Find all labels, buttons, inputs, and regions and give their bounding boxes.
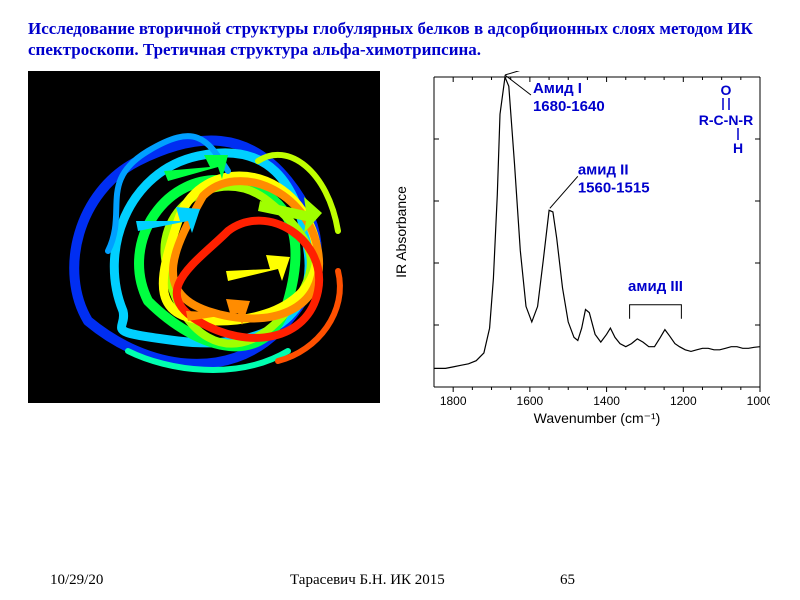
svg-text:1800: 1800 <box>440 394 467 408</box>
footer-date: 10/29/20 <box>50 572 103 589</box>
protein-structure-panel <box>28 71 380 403</box>
svg-text:1600: 1600 <box>517 394 544 408</box>
svg-text:O: O <box>721 82 732 98</box>
slide-title: Исследование вторичной структуры глобуля… <box>28 18 772 61</box>
svg-text:H: H <box>733 140 743 156</box>
footer-author: Тарасевич Б.Н. ИК 2015 <box>290 572 445 589</box>
ir-spectrum-panel: 1800 1600 1400 1200 1000 Wavenumber (cm⁻¹) IR … <box>390 71 772 431</box>
ir-spectrum-svg: 1800 1600 1400 1200 1000 Wavenumber (cm⁻¹) IR … <box>390 71 770 431</box>
svg-text:амид III: амид III <box>628 277 683 294</box>
protein-ribbon-svg <box>28 71 380 403</box>
svg-text:амид II: амид II <box>578 161 629 178</box>
svg-text:1560-1515: 1560-1515 <box>578 179 650 196</box>
svg-text:Амид I: Амид I <box>533 80 582 97</box>
svg-text:IR Absorbance: IR Absorbance <box>393 185 409 277</box>
footer-page: 65 <box>560 572 575 589</box>
svg-text:1400: 1400 <box>593 394 620 408</box>
svg-text:1200: 1200 <box>670 394 697 408</box>
slide: Исследование вторичной структуры глобуля… <box>0 0 800 600</box>
svg-text:1000: 1000 <box>747 394 770 408</box>
svg-text:R-C-N-R: R-C-N-R <box>699 112 753 128</box>
svg-text:Wavenumber (cm⁻¹): Wavenumber (cm⁻¹) <box>534 410 661 426</box>
svg-text:1680-1640: 1680-1640 <box>533 98 605 115</box>
content-row: 1800 1600 1400 1200 1000 Wavenumber (cm⁻¹) IR … <box>28 71 772 431</box>
